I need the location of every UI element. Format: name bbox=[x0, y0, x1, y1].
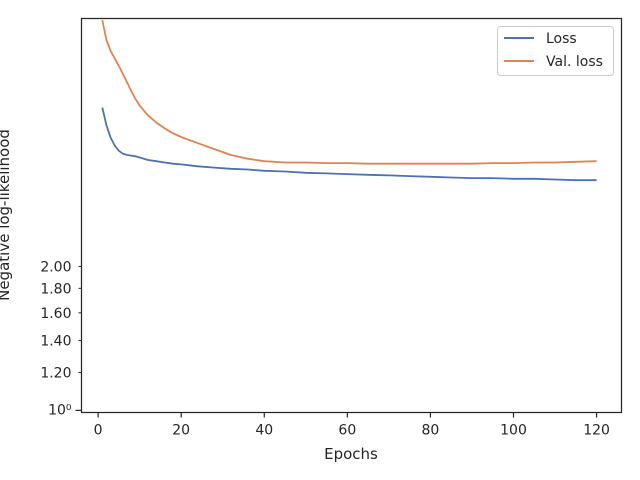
x-axis-ticks: 0 20 40 60 80 100 120 bbox=[94, 412, 610, 439]
x-tick-label: 0 bbox=[94, 423, 103, 439]
y-axis-ticks: 10⁰ 1.20 1.40 1.60 1.80 2.00 bbox=[40, 259, 82, 418]
plot-frame bbox=[80, 17, 623, 414]
y-minor-tick-label: 1.80 bbox=[40, 281, 71, 297]
y-axis-label: Negative log-likelihood bbox=[0, 129, 13, 301]
series-line-val-loss bbox=[101, 19, 597, 165]
legend-label-val-loss: Val. loss bbox=[546, 54, 603, 70]
y-minor-tick-label: 1.40 bbox=[40, 334, 71, 350]
x-tick-label: 120 bbox=[583, 423, 610, 439]
x-tick-label: 40 bbox=[255, 423, 273, 439]
legend: Loss Val. loss bbox=[497, 26, 614, 76]
plot-lines bbox=[101, 19, 597, 182]
y-minor-tick-label: 1.60 bbox=[40, 306, 71, 322]
series-line-loss bbox=[101, 107, 597, 182]
y-minor-tick-label: 2.00 bbox=[40, 259, 71, 275]
x-tick-label: 100 bbox=[500, 423, 527, 439]
legend-label-loss: Loss bbox=[546, 31, 577, 47]
x-axis-label: Epochs bbox=[324, 445, 378, 463]
y-minor-tick-label: 1.20 bbox=[40, 366, 71, 382]
x-tick-label: 20 bbox=[172, 423, 190, 439]
x-tick-label: 60 bbox=[338, 423, 356, 439]
x-tick-label: 80 bbox=[422, 423, 440, 439]
y-major-tick-label: 10⁰ bbox=[48, 402, 72, 418]
